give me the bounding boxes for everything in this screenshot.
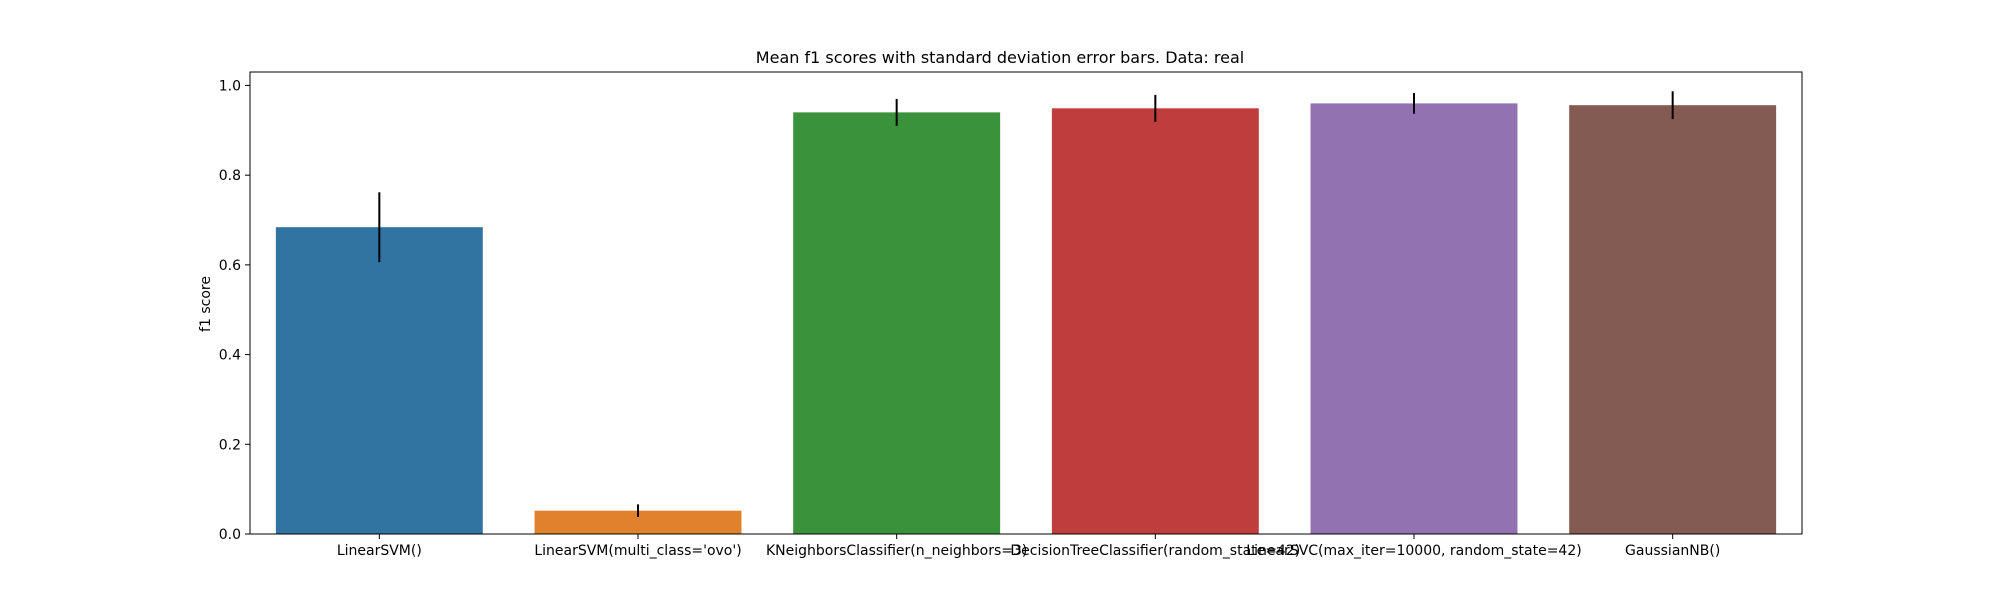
bars: [275, 103, 1777, 535]
chart-title: Mean f1 scores with standard deviation e…: [756, 48, 1244, 67]
x-tick-label: GaussianNB(): [1625, 543, 1720, 559]
x-tick-label: DecisionTreeClassifier(random_state=42): [1010, 543, 1300, 559]
y-tick-label: 0.6: [219, 258, 241, 274]
plot-frame: [249, 71, 1803, 535]
x-tick-label: LinearSVM(multi_class='ovo'): [534, 543, 741, 559]
y-tick-label: 0.4: [219, 348, 241, 364]
bar: [793, 112, 1001, 535]
y-tick-label: 1.0: [219, 78, 241, 94]
bar: [1569, 105, 1777, 534]
x-axis-ticks: LinearSVM() LinearSVM(multi_class='ovo') K…: [337, 534, 1720, 559]
y-axis-ticks: 0.0 0.2 0.4 0.6 0.8 1.0: [219, 78, 250, 543]
y-axis-label: f1 score: [198, 276, 214, 332]
bar: [534, 510, 742, 534]
x-tick-label: KNeighborsClassifier(n_neighbors=3): [766, 543, 1027, 559]
y-tick-label: 0.2: [219, 437, 241, 453]
error-bars: [378, 91, 1674, 517]
bar: [275, 227, 483, 535]
bar: [1310, 103, 1518, 534]
y-tick-label: 0.8: [219, 168, 241, 184]
x-tick-label: LinearSVM(): [337, 543, 422, 559]
x-tick-label: LinearSVC(max_iter=10000, random_state=4…: [1246, 543, 1581, 559]
y-tick-label: 0.0: [219, 527, 241, 543]
bar: [1051, 108, 1259, 535]
